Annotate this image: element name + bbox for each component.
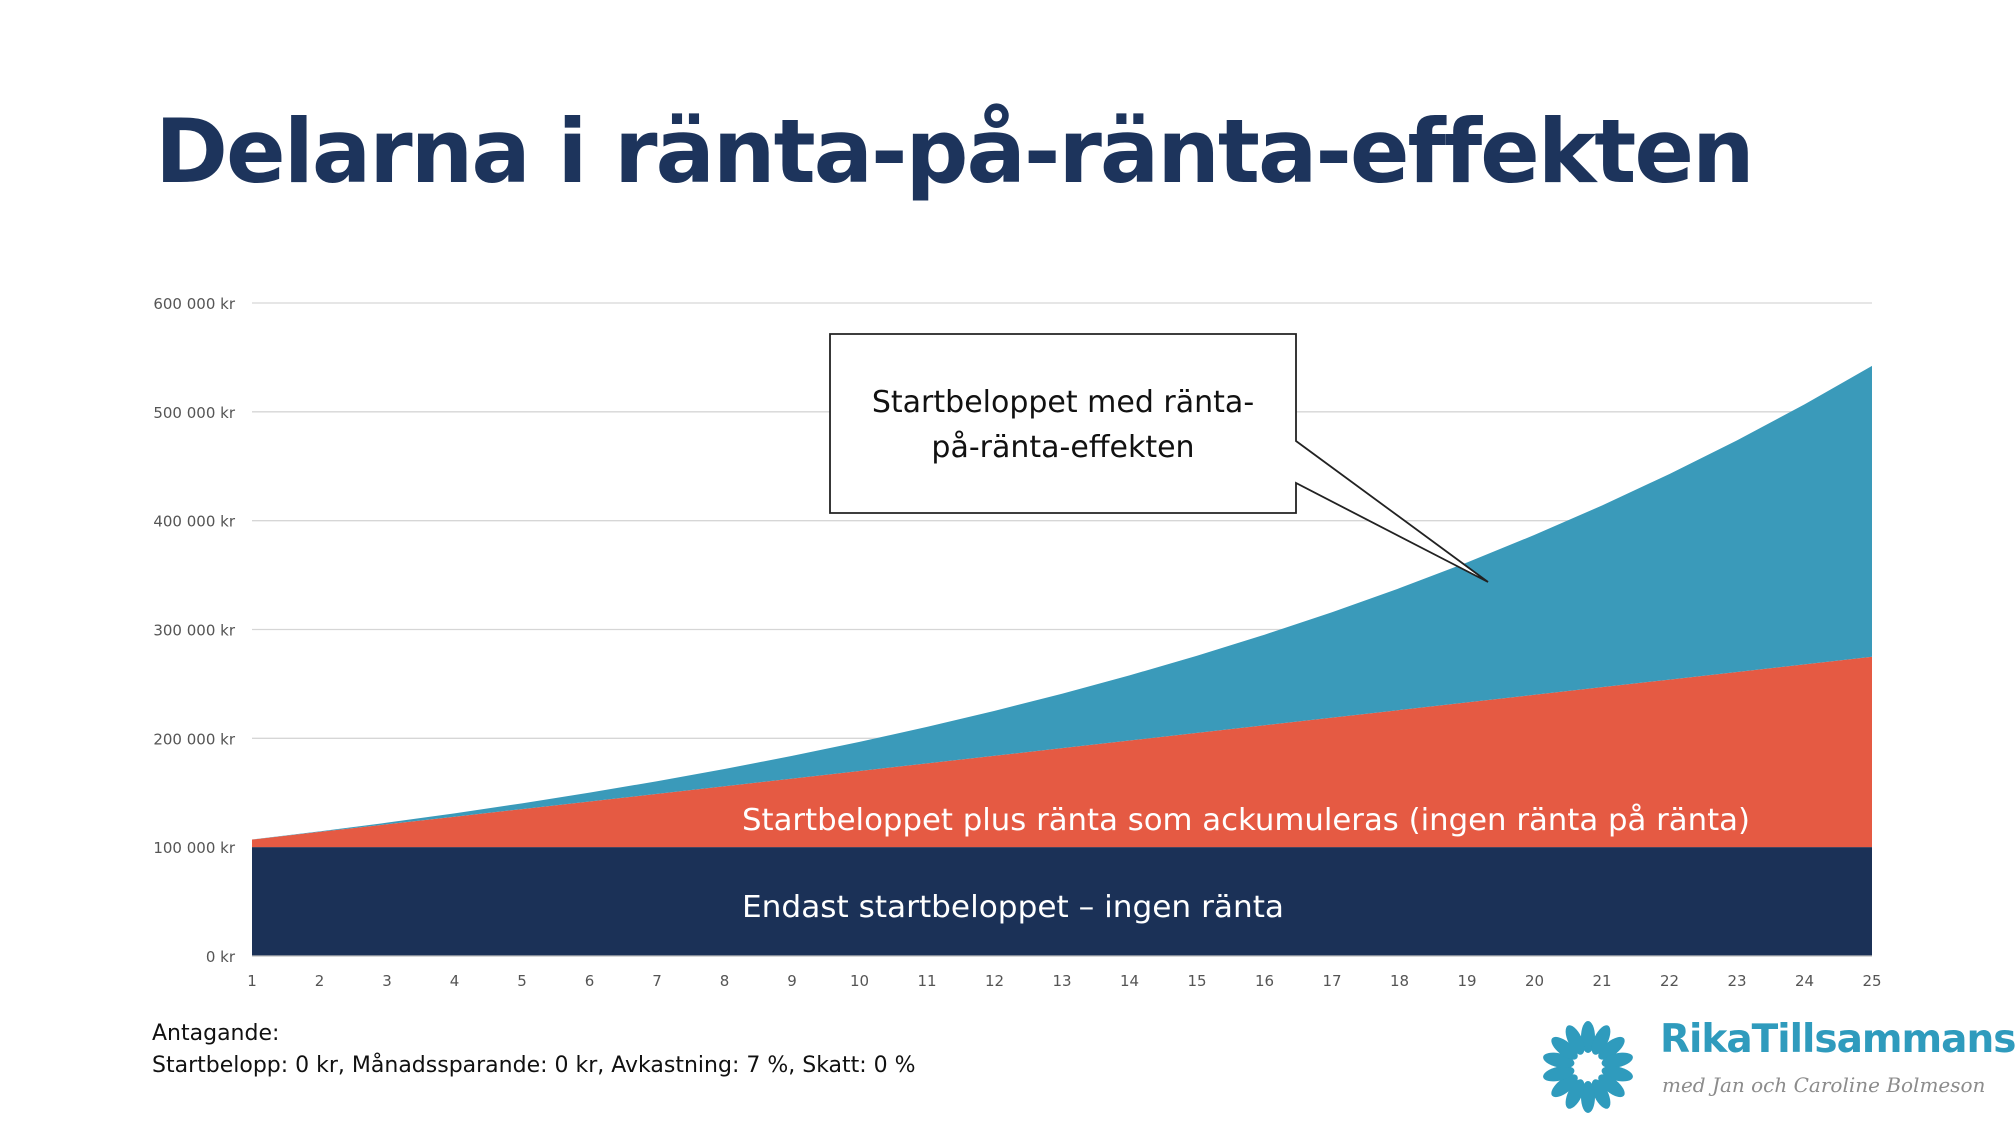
logo-petal (1551, 1036, 1578, 1060)
page-title: Delarna i ränta-på-ränta-effekten (155, 100, 1755, 203)
y-tick-label: 0 kr (206, 948, 236, 966)
assumptions-detail: Startbelopp: 0 kr, Månadssparande: 0 kr,… (152, 1053, 916, 1078)
x-tick-label: 22 (1660, 972, 1679, 990)
brand-logo: RikaTillsammans med Jan och Caroline Bol… (1528, 1015, 2016, 1115)
logo-petal (1565, 1025, 1585, 1055)
area-series-1 (252, 847, 1872, 956)
navy-area-label: Endast startbeloppet – ingen ränta (742, 890, 1284, 925)
chart: 0 kr 100 000 kr 200 000 kr 300 000 kr 400 00… (153, 295, 1881, 990)
area-series-2 (252, 656, 1872, 848)
series-labels: Startbeloppet plus ränta som ackumuleras… (742, 803, 1750, 925)
x-tick-label: 19 (1457, 972, 1476, 990)
x-tick-label: 2 (315, 972, 325, 990)
callout-text-line: Startbeloppet med ränta- (872, 385, 1254, 420)
x-tick-label: 1 (247, 972, 257, 990)
x-tick-label: 11 (917, 972, 936, 990)
flower-logo-icon (1543, 1021, 1633, 1113)
x-tick-label: 10 (850, 972, 869, 990)
x-tick-label: 20 (1525, 972, 1544, 990)
logo-petal (1581, 1081, 1595, 1113)
logo-petal (1598, 1074, 1625, 1098)
y-tick-label: 300 000 kr (153, 622, 235, 640)
x-tick-label: 8 (720, 972, 730, 990)
x-tick-label: 16 (1255, 972, 1274, 990)
logo-petal (1598, 1036, 1625, 1060)
x-tick-label: 21 (1592, 972, 1611, 990)
y-tick-label: 200 000 kr (153, 730, 235, 748)
y-tick-label: 600 000 kr (153, 295, 235, 313)
callout-box (829, 333, 1489, 583)
area-series-3 (252, 365, 1872, 840)
logo-petal (1591, 1079, 1611, 1109)
callout-text-line: på-ränta-effekten (931, 430, 1194, 465)
x-tick-label: 15 (1187, 972, 1206, 990)
x-tick-label: 18 (1390, 972, 1409, 990)
y-tick-label: 500 000 kr (153, 404, 235, 422)
assumptions-heading: Antagande: (152, 1021, 280, 1046)
x-tick-label: 3 (382, 972, 392, 990)
callout: Startbeloppet med ränta-på-ränta-effekte… (829, 333, 1489, 583)
y-axis-ticks: 0 kr 100 000 kr 200 000 kr 300 000 kr 400 00… (153, 295, 235, 966)
logo-name: RikaTillsammans (1660, 1017, 2016, 1062)
logo-petal (1543, 1065, 1575, 1082)
logo-petal (1601, 1052, 1633, 1069)
x-tick-label: 24 (1795, 972, 1814, 990)
y-tick-label: 100 000 kr (153, 839, 235, 857)
x-tick-label: 5 (517, 972, 527, 990)
logo-petal (1551, 1074, 1578, 1098)
x-tick-label: 12 (985, 972, 1004, 990)
x-tick-label: 17 (1322, 972, 1341, 990)
y-tick-label: 400 000 kr (153, 513, 235, 531)
red-area-label: Startbeloppet plus ränta som ackumuleras… (742, 803, 1750, 838)
x-tick-label: 6 (585, 972, 595, 990)
x-tick-label: 4 (450, 972, 460, 990)
chart-areas (252, 365, 1872, 957)
x-tick-label: 13 (1052, 972, 1071, 990)
x-tick-label: 23 (1727, 972, 1746, 990)
assumptions-note: Antagande: Startbelopp: 0 kr, Månadsspar… (152, 1018, 916, 1082)
x-tick-label: 9 (787, 972, 797, 990)
logo-petal (1565, 1079, 1585, 1109)
x-axis-ticks: 1 2 3 4 5 6 7 8 9 10 11 12 13 14 15 16 17 18 19 20 21 22 23 24 2… (247, 972, 1881, 990)
x-tick-label: 25 (1862, 972, 1881, 990)
x-tick-label: 7 (652, 972, 662, 990)
logo-subtitle: med Jan och Caroline Bolmeson (1662, 1073, 1986, 1097)
x-tick-label: 14 (1120, 972, 1139, 990)
logo-petal (1591, 1025, 1611, 1055)
logo-petal (1581, 1021, 1595, 1053)
